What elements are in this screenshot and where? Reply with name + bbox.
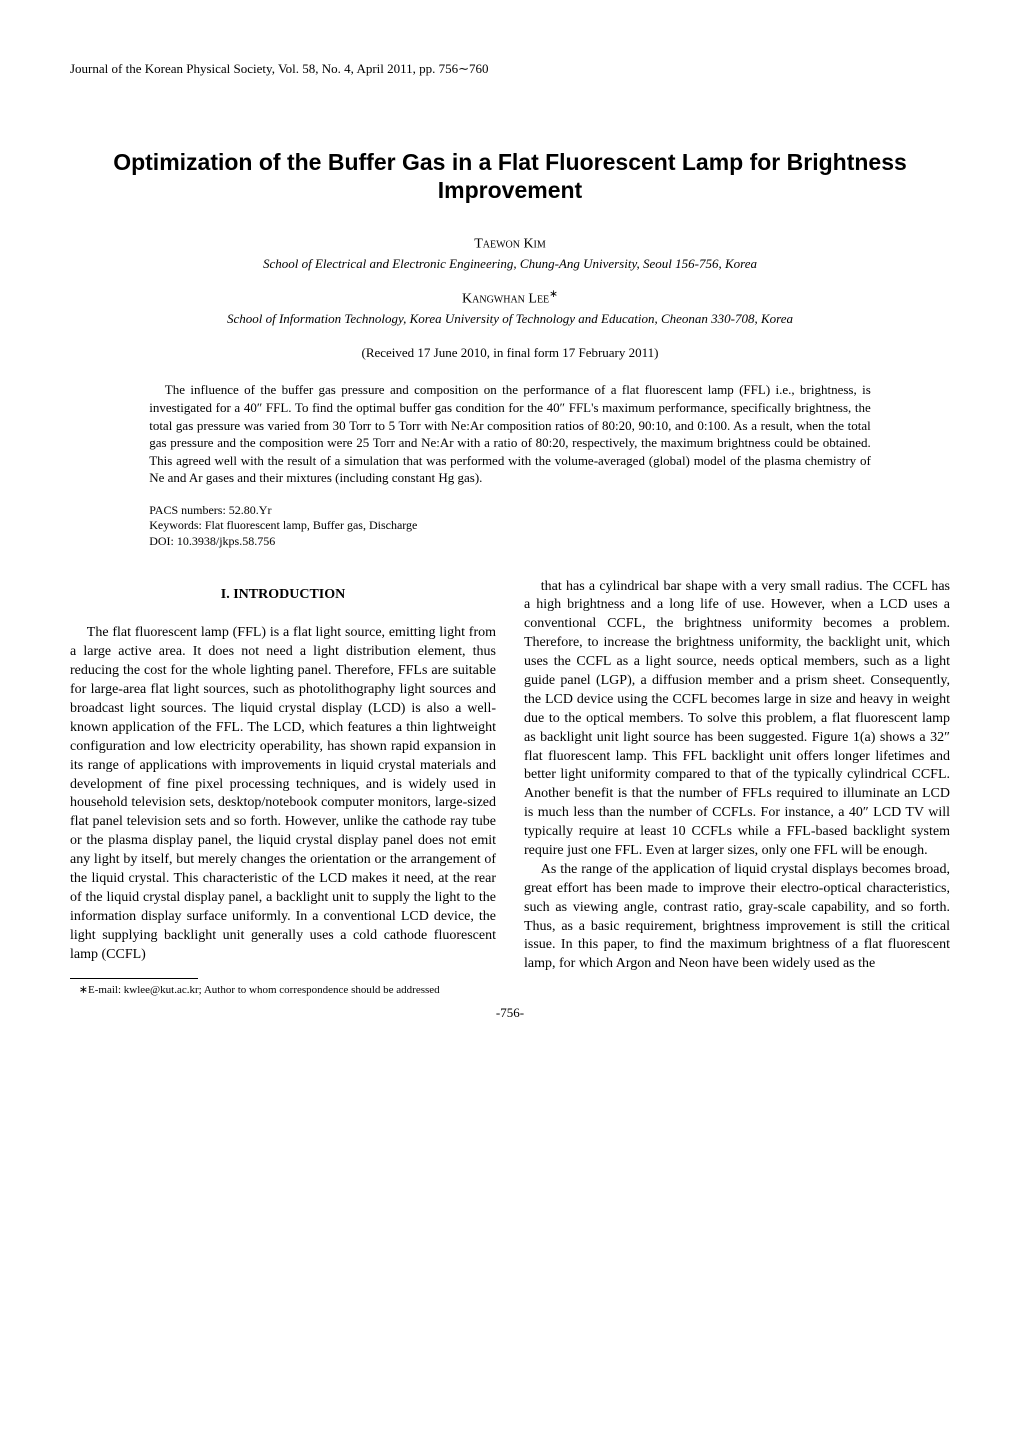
affiliation-2: School of Information Technology, Korea … — [227, 311, 793, 326]
paper-title: Optimization of the Buffer Gas in a Flat… — [70, 148, 950, 206]
received-line: (Received 17 June 2010, in final form 17… — [70, 344, 950, 362]
body-paragraph-2: that has a cylindrical bar shape with a … — [524, 578, 950, 861]
footnote-text: ∗E-mail: kwlee@kut.ac.kr; Author to whom… — [70, 983, 496, 998]
pacs-label: PACS numbers: — [149, 503, 226, 517]
footnote-rule — [70, 978, 198, 979]
keywords-value: Flat fluorescent lamp, Buffer gas, Disch… — [205, 518, 418, 532]
author-sup-2: ∗ — [549, 289, 558, 300]
keywords-label: Keywords: — [149, 518, 202, 532]
body-columns: I. INTRODUCTION The flat fluorescent lam… — [70, 578, 950, 999]
author-name-2: Kangwhan Lee — [462, 292, 549, 307]
meta-block: PACS numbers: 52.80.Yr Keywords: Flat fl… — [149, 503, 871, 550]
author-block-1: Taewon Kim School of Electrical and Elec… — [70, 233, 950, 274]
page-number: -756- — [70, 1004, 950, 1022]
author-name-1: Taewon Kim — [474, 237, 546, 252]
body-paragraph-3: As the range of the application of liqui… — [524, 861, 950, 974]
section-heading-intro: I. INTRODUCTION — [70, 586, 496, 605]
author-block-2: Kangwhan Lee∗ School of Information Tech… — [70, 288, 950, 329]
pacs-value: 52.80.Yr — [229, 503, 272, 517]
body-paragraph-1: The flat fluorescent lamp (FFL) is a fla… — [70, 624, 496, 964]
abstract-text: The influence of the buffer gas pressure… — [149, 381, 871, 486]
doi-value: 10.3938/jkps.58.756 — [177, 534, 275, 548]
affiliation-1: School of Electrical and Electronic Engi… — [263, 256, 757, 271]
journal-header: Journal of the Korean Physical Society, … — [70, 60, 950, 78]
doi-label: DOI: — [149, 534, 174, 548]
